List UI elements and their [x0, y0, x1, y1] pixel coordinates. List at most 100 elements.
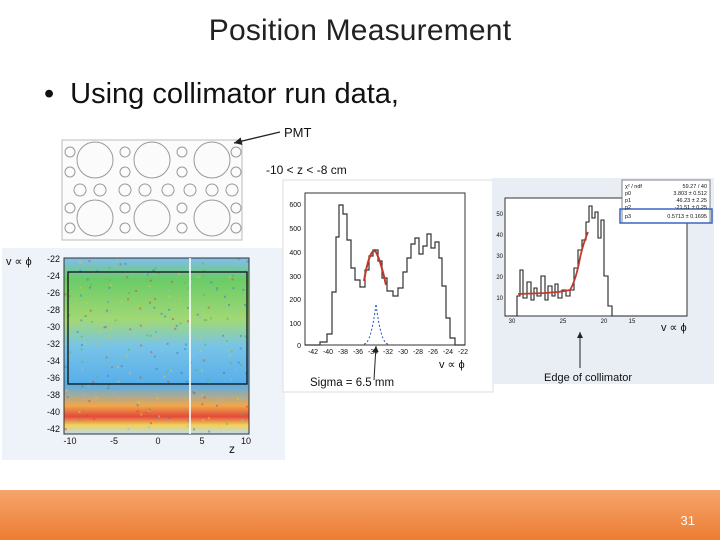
- x-tick: 0: [155, 436, 160, 446]
- heatmap-noise-dot: [128, 372, 131, 375]
- heatmap-noise-dot: [154, 335, 157, 338]
- heatmap-noise-dot: [200, 369, 203, 372]
- y-tick: -42: [47, 424, 60, 434]
- heatmap-noise-dot: [150, 422, 152, 425]
- heatmap-noise-dot: [230, 350, 233, 353]
- stat-value: 0.5713 ± 0.1695: [667, 214, 707, 220]
- heatmap-noise-dot: [124, 262, 127, 265]
- heatmap-noise-dot: [183, 281, 186, 284]
- scatter-ylabel: v ∝ ϕ: [6, 256, 32, 268]
- heatmap-noise-dot: [179, 322, 182, 325]
- heatmap-noise-dot: [80, 348, 83, 351]
- y-tick: 200: [289, 297, 301, 304]
- y-tick: -32: [47, 339, 60, 349]
- heatmap-noise-dot: [147, 426, 150, 429]
- heatmap-noise-dot: [168, 308, 171, 311]
- heatmap-noise-dot: [68, 314, 71, 317]
- heatmap-noise-dot: [187, 268, 190, 271]
- heatmap-noise-dot: [234, 368, 237, 371]
- stats-highlight: [619, 208, 713, 224]
- hist-left-xticks: -42 -40 -38 -36 -34 -32 -30 -28 -26 -24 …: [308, 349, 468, 356]
- heatmap-noise-dot: [79, 286, 82, 289]
- heatmap-noise-dot: [237, 397, 240, 400]
- heatmap-noise-dot: [190, 281, 193, 284]
- heatmap-noise-dot: [154, 331, 157, 333]
- heatmap-noise-dot: [209, 317, 212, 320]
- heatmap-noise-dot: [136, 410, 139, 413]
- heatmap-noise-dot: [155, 368, 158, 371]
- x-tick: 25: [560, 319, 567, 325]
- heatmap-noise-dot: [64, 365, 67, 368]
- x-tick: -36: [353, 349, 363, 356]
- heatmap-noise-dot: [217, 424, 220, 426]
- heatmap-noise-dot: [126, 276, 129, 279]
- heatmap-noise-dot: [157, 330, 160, 332]
- x-tick: 20: [601, 319, 608, 325]
- heatmap-noise-dot: [137, 401, 140, 404]
- stat-value: 46.23 ± 2.25: [676, 198, 707, 204]
- heatmap-noise-dot: [228, 276, 231, 279]
- scatter-yticks: -22 -24 -26 -28 -30 -32 -34 -36 -38 -40 …: [47, 254, 60, 434]
- heatmap-noise-dot: [135, 290, 138, 292]
- heatmap-noise-dot: [199, 337, 202, 340]
- y-tick: -34: [47, 356, 60, 366]
- stat-value: -21.51 ± 0.25: [675, 205, 707, 211]
- heatmap-noise-dot: [144, 273, 147, 276]
- heatmap-noise-dot: [136, 404, 139, 407]
- heatmap-noise-dot: [108, 286, 111, 289]
- heatmap-noise-dot: [105, 356, 108, 359]
- scatter-xlabel: z: [229, 442, 235, 456]
- y-tick: -38: [47, 390, 60, 400]
- heatmap-noise-dot: [202, 262, 205, 265]
- heatmap-noise-dot: [168, 295, 171, 298]
- heatmap-noise-dot: [81, 368, 84, 371]
- slide-figures: PMT v ∝ ϕ z -22 -24 -26 -28 -30 -32 -34 …: [2, 125, 714, 460]
- heatmap-noise-dot: [242, 272, 244, 275]
- hist-left-gaussian: [363, 303, 389, 345]
- sigma-arrow: [372, 345, 379, 381]
- heatmap-noise-dot: [155, 415, 158, 418]
- heatmap-noise-dot: [64, 293, 67, 296]
- heatmap-noise-dot: [226, 317, 229, 320]
- heatmap-noise-dot: [168, 417, 171, 419]
- heatmap-noise-dot: [185, 380, 188, 383]
- heatmap-noise-dot: [128, 292, 131, 295]
- heatmap-noise-dot: [234, 263, 237, 266]
- heatmap-noise-dot: [144, 323, 147, 326]
- heatmap-noise-dot: [96, 270, 99, 273]
- heatmap-noise-dot: [226, 422, 229, 425]
- heatmap-noise-dot: [171, 280, 174, 283]
- heatmap-noise-dot: [201, 394, 204, 397]
- page-title: Position Measurement: [208, 14, 512, 47]
- heatmap-noise-dot: [147, 409, 150, 412]
- heatmap-noise-dot: [120, 300, 123, 303]
- heatmap-noise-dot: [139, 376, 142, 379]
- heatmap-noise-dot: [203, 396, 206, 399]
- collimator-box: [67, 271, 248, 385]
- heatmap-noise-dot: [152, 269, 155, 272]
- y-tick: 10: [496, 296, 503, 302]
- stat-name: p2: [625, 205, 631, 211]
- heatmap-noise-dot: [80, 319, 83, 322]
- heatmap-noise-dot: [86, 325, 89, 328]
- heatmap-noise-dot: [239, 347, 242, 350]
- heatmap-noise-dot: [165, 371, 168, 374]
- heatmap-noise-dot: [121, 402, 124, 405]
- heatmap-noise-dot: [229, 378, 232, 381]
- heatmap-noise-dot: [82, 410, 85, 412]
- y-tick: 40: [496, 233, 503, 239]
- heatmap-noise-dot: [64, 428, 67, 431]
- heatmap-noise-dot: [160, 312, 163, 315]
- sigma-label: Sigma = 6.5 mm: [310, 377, 394, 389]
- heatmap-noise-dot: [192, 391, 195, 394]
- heatmap-noise-dot: [80, 344, 83, 347]
- heatmap-noise-dot: [127, 298, 130, 301]
- footer-bar: 31: [0, 490, 720, 540]
- y-tick: 500: [289, 226, 301, 233]
- histogram-left: -10 < z < -8 cm 600 500 400 300 200 100 …: [266, 163, 494, 393]
- heatmap-noise-dot: [202, 359, 205, 362]
- y-tick: 100: [289, 321, 301, 328]
- bullet-dot: •: [44, 78, 55, 110]
- heatmap-noise-dot: [176, 352, 179, 354]
- pmt-arrow: [233, 131, 281, 145]
